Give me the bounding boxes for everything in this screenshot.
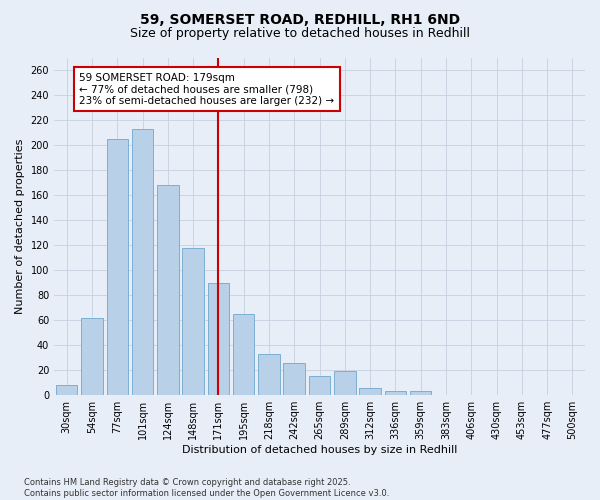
Bar [410, 392, 431, 395]
X-axis label: Distribution of detached houses by size in Redhill: Distribution of detached houses by size … [182, 445, 457, 455]
Bar [334, 372, 356, 395]
Text: Size of property relative to detached houses in Redhill: Size of property relative to detached ho… [130, 28, 470, 40]
Y-axis label: Number of detached properties: Number of detached properties [15, 138, 25, 314]
Text: Contains HM Land Registry data © Crown copyright and database right 2025.
Contai: Contains HM Land Registry data © Crown c… [24, 478, 389, 498]
Bar [56, 385, 77, 395]
Bar [385, 392, 406, 395]
Bar [208, 282, 229, 395]
Bar [182, 248, 204, 395]
Bar [359, 388, 381, 395]
Bar [283, 362, 305, 395]
Bar [132, 129, 153, 395]
Bar [309, 376, 330, 395]
Bar [258, 354, 280, 395]
Text: 59 SOMERSET ROAD: 179sqm
← 77% of detached houses are smaller (798)
23% of semi-: 59 SOMERSET ROAD: 179sqm ← 77% of detach… [79, 72, 334, 106]
Text: 59, SOMERSET ROAD, REDHILL, RH1 6ND: 59, SOMERSET ROAD, REDHILL, RH1 6ND [140, 12, 460, 26]
Bar [107, 139, 128, 395]
Bar [157, 185, 179, 395]
Bar [233, 314, 254, 395]
Bar [81, 318, 103, 395]
